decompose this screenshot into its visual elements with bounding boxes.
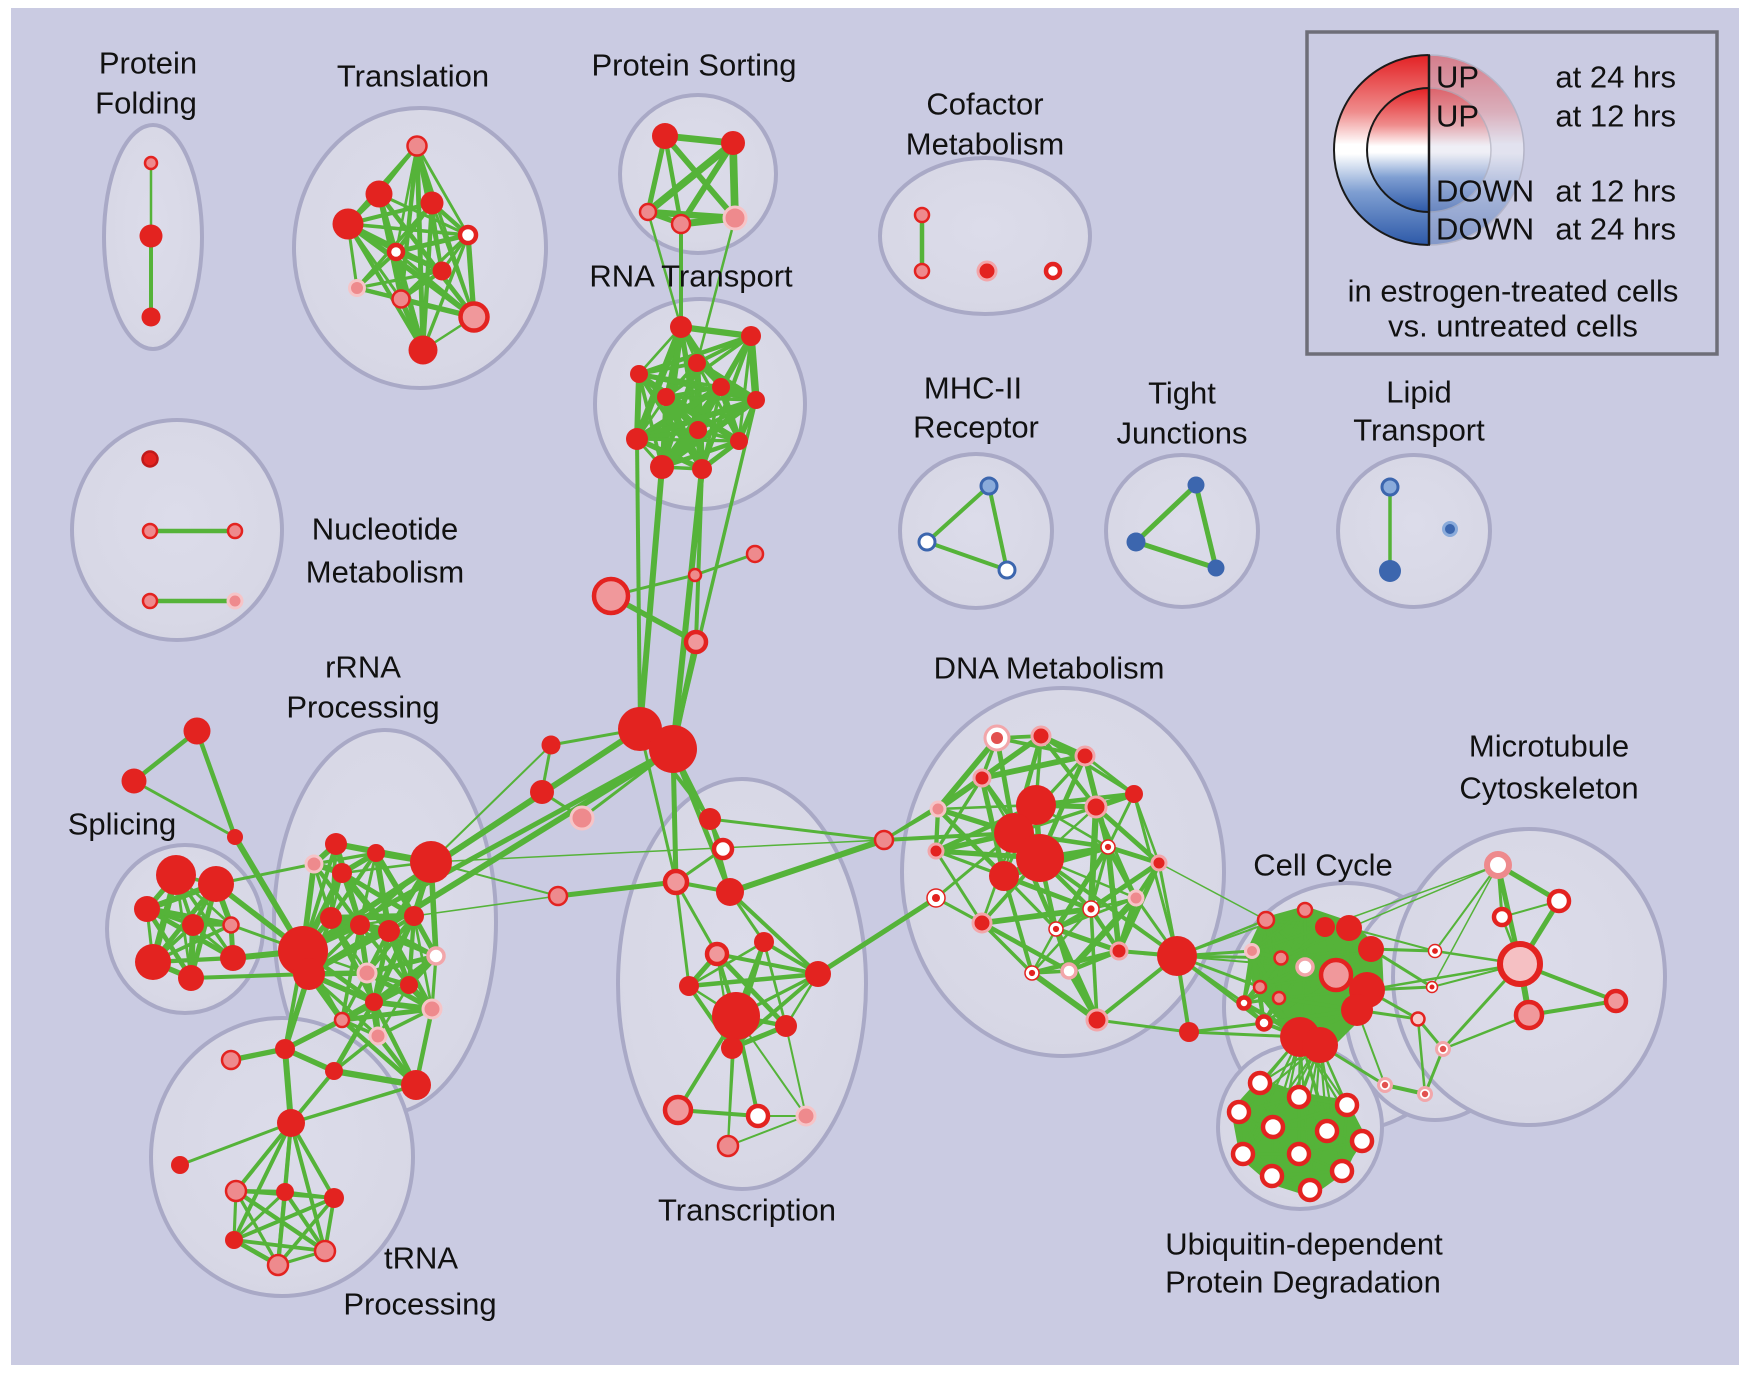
svg-text:Cofactor: Cofactor xyxy=(926,87,1043,122)
svg-text:Metabolism: Metabolism xyxy=(306,555,465,590)
svg-text:MHC-II: MHC-II xyxy=(924,371,1022,406)
svg-text:Processing: Processing xyxy=(343,1287,496,1322)
svg-text:at 12 hrs: at 12 hrs xyxy=(1555,174,1676,209)
svg-text:Folding: Folding xyxy=(95,86,197,121)
svg-text:vs. untreated cells: vs. untreated cells xyxy=(1388,309,1638,344)
svg-text:Processing: Processing xyxy=(286,690,439,725)
svg-text:at 12 hrs: at 12 hrs xyxy=(1555,99,1676,134)
svg-text:DOWN: DOWN xyxy=(1436,174,1534,209)
svg-text:DOWN: DOWN xyxy=(1436,212,1534,247)
svg-text:DNA Metabolism: DNA Metabolism xyxy=(934,651,1165,686)
svg-text:rRNA: rRNA xyxy=(325,650,401,685)
svg-text:UP: UP xyxy=(1436,99,1479,134)
svg-text:UP: UP xyxy=(1436,60,1479,95)
svg-text:tRNA: tRNA xyxy=(384,1241,458,1276)
svg-text:Splicing: Splicing xyxy=(68,807,177,842)
svg-text:Metabolism: Metabolism xyxy=(906,127,1065,162)
svg-text:Lipid: Lipid xyxy=(1386,375,1452,410)
svg-text:Transport: Transport xyxy=(1353,413,1485,448)
svg-text:Receptor: Receptor xyxy=(913,410,1039,445)
svg-text:Microtubule: Microtubule xyxy=(1469,729,1629,764)
svg-text:Translation: Translation xyxy=(337,59,489,94)
svg-text:at 24 hrs: at 24 hrs xyxy=(1555,212,1676,247)
svg-text:at 24 hrs: at 24 hrs xyxy=(1555,60,1676,95)
svg-text:Cytoskeleton: Cytoskeleton xyxy=(1459,771,1638,806)
svg-text:Junctions: Junctions xyxy=(1117,416,1248,451)
svg-text:Nucleotide: Nucleotide xyxy=(312,512,458,547)
svg-text:Cell Cycle: Cell Cycle xyxy=(1253,848,1393,883)
svg-text:Ubiquitin-dependent: Ubiquitin-dependent xyxy=(1165,1227,1443,1262)
svg-text:Protein: Protein xyxy=(99,46,197,81)
svg-text:in estrogen-treated cells: in estrogen-treated cells xyxy=(1348,274,1679,309)
svg-text:Protein Sorting: Protein Sorting xyxy=(591,48,796,83)
svg-text:Tight: Tight xyxy=(1148,376,1216,411)
svg-text:RNA Transport: RNA Transport xyxy=(589,259,793,294)
svg-text:Protein Degradation: Protein Degradation xyxy=(1165,1265,1441,1300)
svg-text:Transcription: Transcription xyxy=(658,1193,836,1228)
